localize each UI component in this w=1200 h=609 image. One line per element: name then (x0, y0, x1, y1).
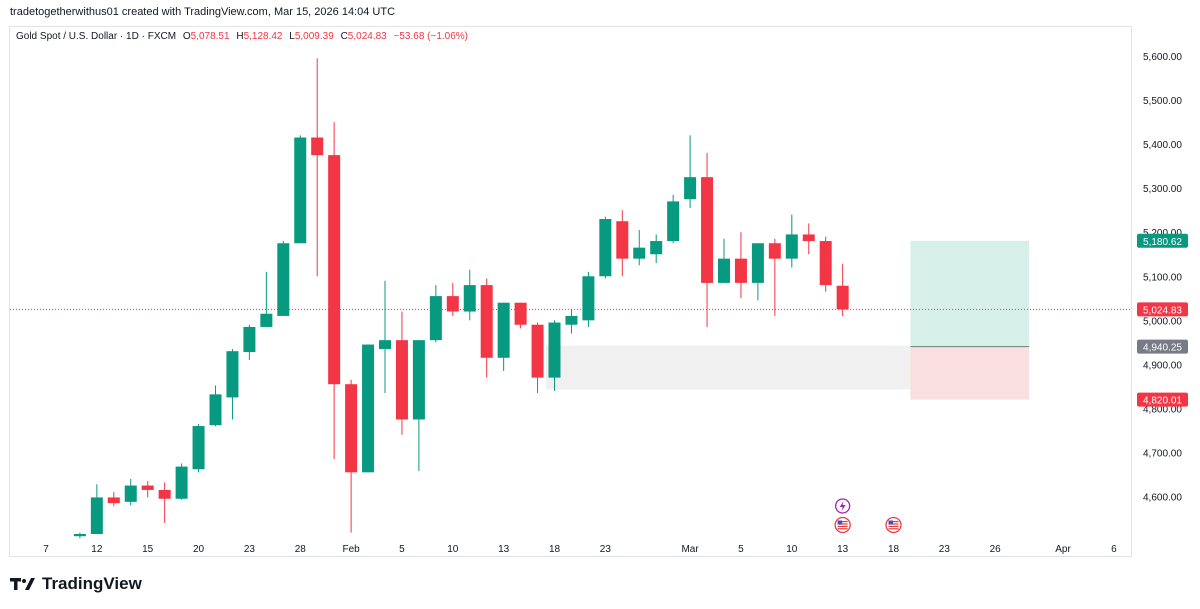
y-tick-label: 5,400.00 (1143, 140, 1182, 151)
low-label: L (289, 31, 295, 42)
price-tag (1137, 302, 1188, 317)
high-value: 5,128.42 (243, 31, 283, 42)
price-tag (1137, 233, 1188, 248)
close-value: 5,024.83 (347, 31, 387, 42)
low-value: 5,009.39 (294, 31, 334, 42)
symbol-legend: Gold Spot / U.S. Dollar · 1D · FXCM O5,0… (16, 31, 468, 42)
price-tag-label: 5,024.83 (1143, 305, 1182, 316)
y-tick-label: 4,800.00 (1143, 404, 1182, 415)
y-tick-label: 5,000.00 (1143, 316, 1182, 327)
high-label: H (236, 31, 244, 42)
symbol-name: Gold Spot / U.S. Dollar · 1D · FXCM (16, 31, 177, 42)
chart-author-line: tradetogetherwithus01 created with Tradi… (10, 6, 396, 18)
open-value: 5,078.51 (190, 31, 230, 42)
y-tick-label: 4,600.00 (1143, 493, 1182, 504)
price-tag-label: 4,940.25 (1143, 343, 1182, 354)
y-tick-label: 5,100.00 (1143, 272, 1182, 283)
y-tick-label: 5,600.00 (1143, 52, 1182, 63)
chart-frame (9, 26, 1132, 557)
tradingview-logo-icon (10, 578, 35, 590)
y-tick-label: 5,200.00 (1143, 228, 1182, 239)
tradingview-logo[interactable]: TradingView (10, 574, 142, 594)
y-tick-label: 4,900.00 (1143, 360, 1182, 371)
close-label: C (340, 31, 348, 42)
tradingview-logo-text: TradingView (42, 574, 142, 593)
y-tick-label: 4,700.00 (1143, 449, 1182, 460)
price-tag (1137, 339, 1188, 354)
price-tag (1137, 392, 1188, 407)
price-tag-label: 5,180.62 (1143, 237, 1182, 248)
open-label: O (182, 31, 191, 42)
y-tick-label: 5,500.00 (1143, 96, 1182, 107)
y-tick-label: 5,300.00 (1143, 184, 1182, 195)
change-value: −53.68 (−1.06%) (393, 31, 469, 42)
price-tag-label: 4,820.01 (1143, 396, 1182, 407)
